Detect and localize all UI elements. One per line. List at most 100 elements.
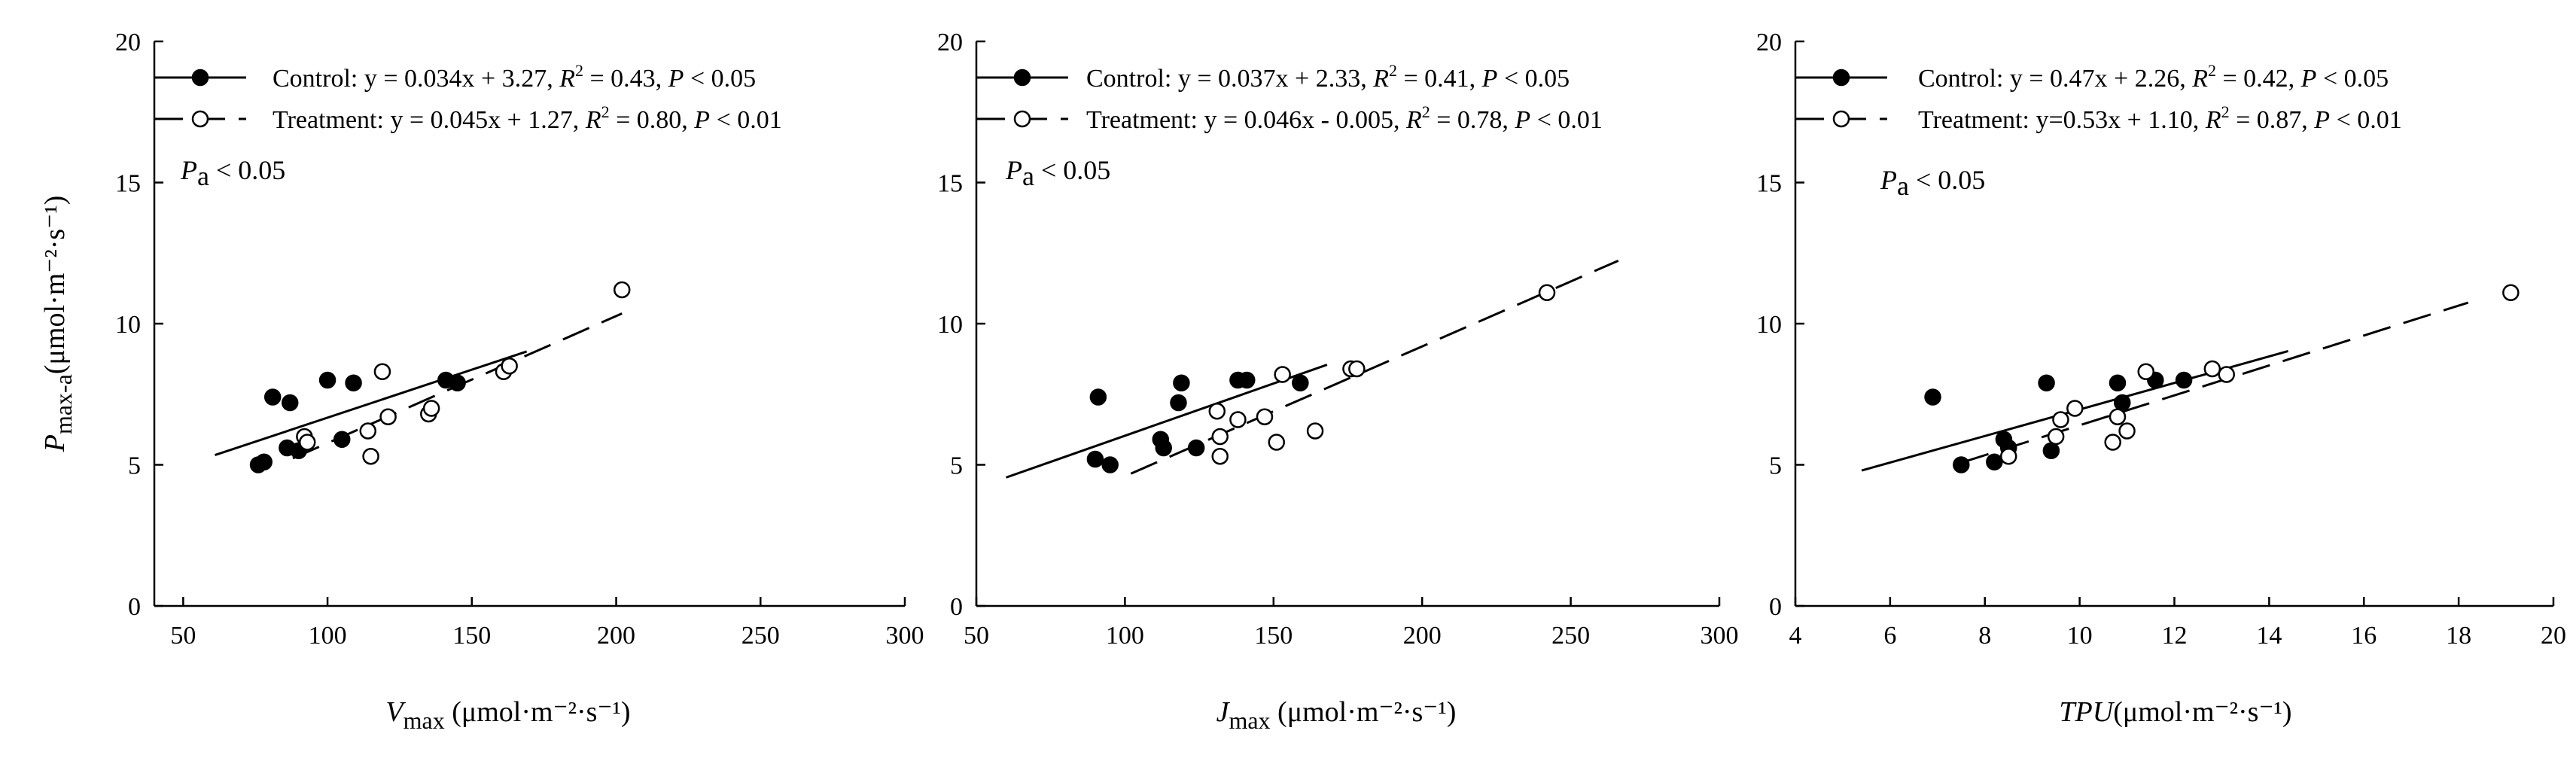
control-point (281, 394, 299, 412)
control-point (345, 374, 362, 391)
treatment-point (362, 448, 379, 465)
control-point (263, 388, 282, 406)
legend-marker-control (191, 68, 209, 87)
control-point (2114, 394, 2131, 412)
treatment-point (1538, 284, 1556, 301)
treatment-point (2052, 411, 2069, 428)
legend-entry-treatment: Treatment: y = 0.046x - 0.005, R2 = 0.78… (1086, 102, 1603, 134)
x-tick-label: 100 (1106, 622, 1144, 650)
treatment-point (2137, 363, 2154, 380)
legend-entry-treatment: Treatment: y = 0.045x + 1.27, R2 = 0.80,… (273, 102, 782, 134)
treatment-point (379, 408, 397, 425)
treatment-point (1208, 403, 1226, 420)
significance-annotation: Pa < 0.05 (1005, 155, 1110, 191)
legend-entry-treatment: Treatment: y=0.53x + 1.10, R2 = 0.87, P … (1918, 102, 2402, 134)
x-tick-label: 6 (1883, 622, 1896, 650)
treatment-point (2118, 422, 2136, 440)
treatment-point (613, 281, 631, 299)
x-tick-label: 200 (597, 622, 635, 650)
treatment-point (2502, 284, 2520, 301)
y-tick-label: 5 (950, 452, 963, 480)
y-tick-label: 10 (115, 311, 141, 339)
treatment-point (1256, 408, 1274, 425)
treatment-point (1211, 448, 1229, 465)
treatment-point (422, 400, 440, 417)
treatment-point (1274, 366, 1291, 383)
treatment-point (1211, 428, 1229, 446)
control-point (1170, 394, 1187, 412)
legend-marker-treatment (1832, 110, 1850, 128)
legend-marker-treatment (1013, 110, 1031, 128)
x-tick-label: 250 (741, 622, 780, 650)
y-tick-label: 15 (1756, 170, 1782, 198)
legend-entry-control: Control: y = 0.47x + 2.26, R2 = 0.42, P … (1918, 61, 2389, 93)
x-tick-label: 16 (2351, 622, 2377, 650)
control-point (255, 453, 273, 470)
x-tick-label: 300 (886, 622, 924, 650)
x-tick-label: 100 (309, 622, 347, 650)
y-tick-label: 0 (1769, 593, 1782, 621)
control-point (1101, 456, 1119, 473)
y-tick-label: 5 (1769, 452, 1782, 480)
control-fit-line (215, 350, 528, 457)
y-axis-title: Pmax-a(μmol·m⁻²·s⁻¹) (39, 196, 77, 453)
control-point (2042, 442, 2060, 459)
control-point (1986, 453, 2003, 470)
control-point (2109, 374, 2127, 391)
significance-annotation: Pa < 0.05 (180, 155, 285, 191)
treatment-point (1348, 360, 1366, 378)
treatment-point (2218, 366, 2235, 383)
y-tick-label: 20 (937, 29, 963, 56)
treatment-point (501, 358, 518, 375)
x-axis-title: Vmax (μmol·m⁻²·s⁻¹) (385, 696, 630, 734)
treatment-point (298, 434, 316, 451)
treatment-point (2047, 428, 2065, 446)
treatment-fit-line (292, 312, 623, 460)
y-tick-label: 5 (128, 452, 141, 480)
x-tick-label: 50 (964, 622, 989, 650)
x-tick-label: 250 (1551, 622, 1590, 650)
y-tick-label: 20 (1756, 29, 1782, 56)
treatment-point (1229, 411, 1247, 428)
control-point (1238, 371, 1256, 389)
y-tick-label: 15 (115, 170, 141, 198)
control-point (318, 371, 336, 389)
legend-marker-control (1832, 68, 1850, 87)
treatment-fit-line (1960, 301, 2469, 464)
treatment-point (2109, 408, 2127, 425)
treatment-point (2203, 360, 2221, 378)
x-axis-title: Jmax (μmol·m⁻²·s⁻¹) (1216, 696, 1457, 734)
legend-marker-treatment (191, 110, 209, 128)
y-tick-label: 0 (128, 593, 141, 621)
panel-3: 0 5 10 15 20 4 6 8 10 12 14 16 18 20 Control: y = 0.47… (1756, 29, 2566, 728)
control-point (1155, 439, 1172, 457)
control-point (1924, 388, 1941, 406)
control-point (1292, 374, 1309, 391)
control-point (2175, 371, 2193, 389)
x-tick-label: 50 (170, 622, 196, 650)
x-tick-label: 150 (1254, 622, 1293, 650)
panel-2: 0 5 10 15 20 50 100 150 200 250 300 Control: y = 0.… (937, 29, 1739, 734)
x-tick-label: 4 (1789, 622, 1802, 650)
treatment-point (373, 363, 391, 380)
control-point (1089, 388, 1107, 406)
treatment-point (1268, 434, 1285, 451)
control-point (2038, 374, 2055, 391)
control-point (1173, 374, 1190, 391)
x-tick-label: 12 (2162, 622, 2188, 650)
legend-entry-control: Control: y = 0.034x + 3.27, R2 = 0.43, P… (273, 61, 756, 93)
control-point (1086, 450, 1104, 468)
control-point (1953, 456, 1970, 473)
x-tick-label: 150 (452, 622, 491, 650)
x-tick-label: 18 (2446, 622, 2471, 650)
x-axis-title: TPU(μmol·m⁻²·s⁻¹) (2059, 696, 2291, 728)
treatment-point (2104, 434, 2121, 451)
legend-marker-control (1013, 68, 1031, 87)
treatment-point (1306, 422, 1324, 440)
x-tick-label: 200 (1403, 622, 1442, 650)
control-fit-line (1005, 364, 1328, 479)
x-tick-label: 14 (2256, 622, 2282, 650)
x-tick-label: 8 (1978, 622, 1991, 650)
treatment-point (359, 422, 377, 440)
